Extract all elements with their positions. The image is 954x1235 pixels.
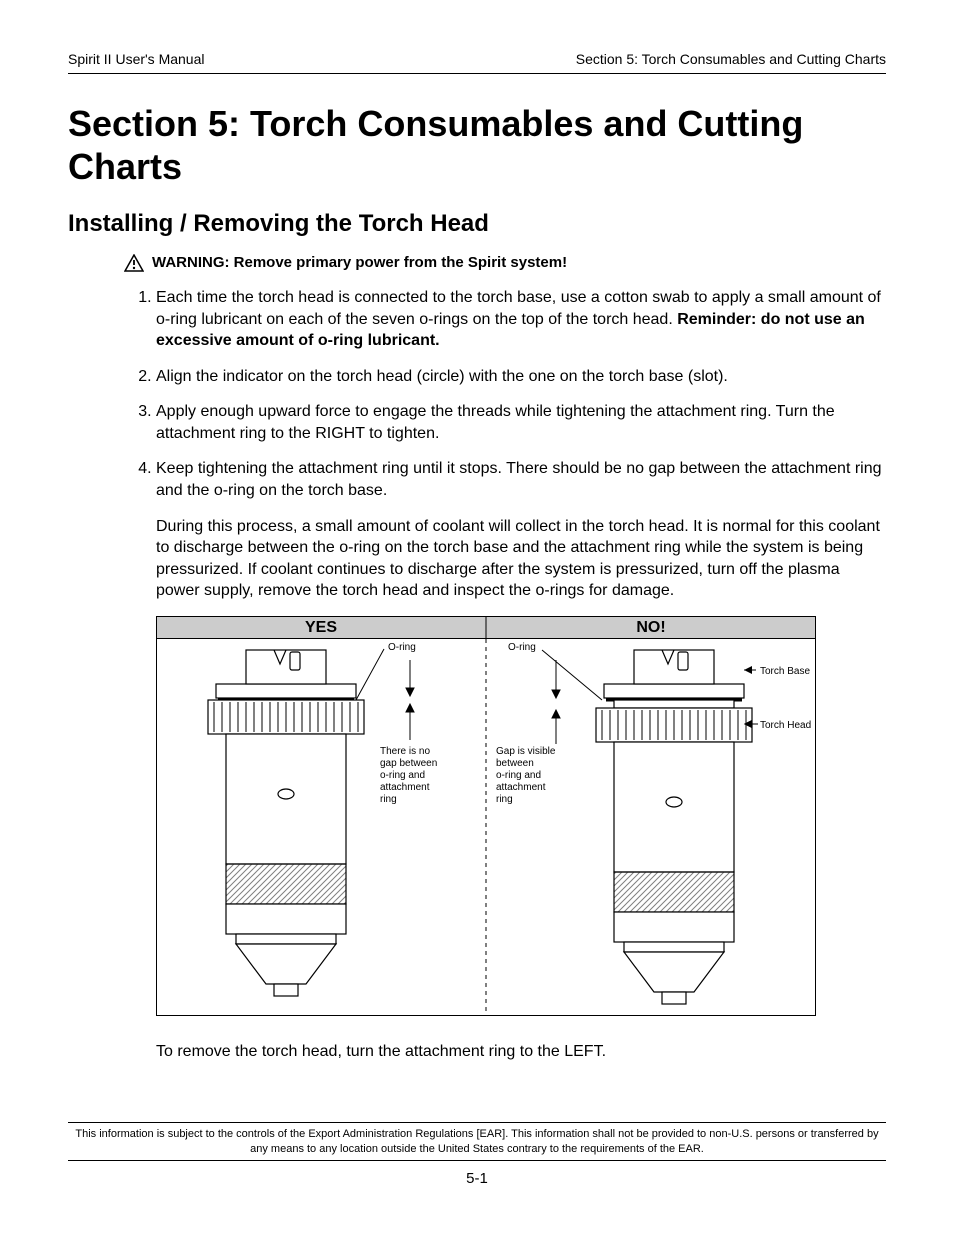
page-number: 5-1 [68,1169,886,1189]
warning-text: WARNING: Remove primary power from the S… [152,253,567,273]
section-subtitle: Installing / Removing the Torch Head [68,208,886,240]
remove-instruction: To remove the torch head, turn the attac… [156,1041,886,1063]
step-3: Apply enough upward force to engage the … [156,401,886,444]
warning-line: WARNING: Remove primary power from the S… [124,253,886,273]
yes-oring-label: O-ring [388,642,416,653]
torch-head-label: Torch Head [760,720,811,731]
torch-diagram: YES NO! [156,616,886,1023]
step-1: Each time the torch head is connected to… [156,287,886,352]
torch-base-label: Torch Base [760,666,810,677]
diagram-yes-label: YES [305,619,337,636]
step-4: Keep tightening the attachment ring unti… [156,458,886,501]
warning-icon [124,254,144,272]
header-left: Spirit II User's Manual [68,50,205,69]
page-title: Section 5: Torch Consumables and Cutting… [68,102,886,188]
step-2: Align the indicator on the torch head (c… [156,366,886,388]
torch-diagram-svg: YES NO! [156,616,816,1016]
coolant-paragraph: During this process, a small amount of c… [156,516,886,602]
no-oring-label: O-ring [508,642,536,653]
steps-list: Each time the torch head is connected to… [124,287,886,502]
export-footer: This information is subject to the contr… [68,1122,886,1161]
header-right: Section 5: Torch Consumables and Cutting… [576,50,886,69]
page-header: Spirit II User's Manual Section 5: Torch… [68,50,886,74]
diagram-no-label: NO! [636,619,665,636]
